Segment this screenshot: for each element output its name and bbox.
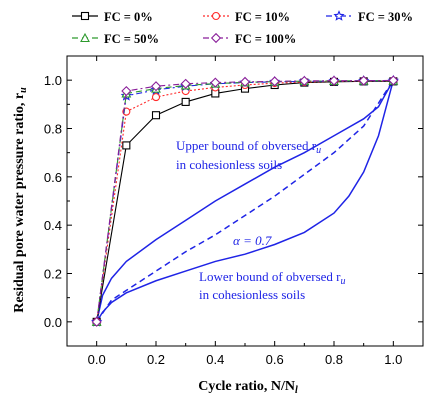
series-line-4 (96, 79, 394, 322)
legend-swatch-marker (210, 32, 222, 44)
legend-item-4: FC = 100% (203, 32, 296, 46)
legend-swatch-marker (80, 32, 90, 43)
legend-item-1: FC = 10% (203, 10, 290, 24)
series-4-point (239, 76, 251, 87)
legend-label: FC = 10% (235, 10, 290, 24)
upper-bound-annotation-line1: Upper bound of obversed ru (176, 138, 321, 156)
y-tick-label: 0.4 (44, 218, 62, 233)
series-4-point (210, 77, 221, 88)
alpha-annotation: α = 0.7 (233, 233, 272, 248)
legend-label: FC = 30% (358, 10, 413, 24)
series-4-point (358, 75, 369, 86)
legend-label: FC = 0% (104, 10, 153, 24)
x-tick-label: 0.4 (206, 352, 224, 367)
upper-bound-annotation-line2: in cohesionless soils (176, 157, 282, 172)
series-0-point (181, 97, 190, 106)
series-4-point (269, 76, 280, 87)
legend-item-3: FC = 50% (72, 32, 159, 46)
reference-curve-upper (95, 79, 394, 322)
x-tick-label: 0.8 (325, 352, 343, 367)
series-line-2 (96, 80, 394, 322)
lower-bound-annotation-line1: Lower bound of obversed ru (199, 269, 346, 287)
legend-item-2: FC = 30% (326, 10, 413, 24)
reference-curve-alpha (96, 79, 394, 323)
series-line-0 (96, 80, 394, 322)
legend-label: FC = 100% (235, 32, 296, 46)
x-tick-label: 1.0 (384, 352, 402, 367)
series-4-point (328, 75, 340, 86)
y-tick-label: 0.0 (44, 315, 62, 330)
series-0-point (151, 111, 161, 120)
x-axis-title: Cycle ratio, N/Nl (198, 379, 298, 396)
legend: FC = 0% FC = 10% FC = 30% FC = 50% FC = 100% (72, 10, 413, 46)
series-4-point (180, 78, 191, 89)
lower-bound-annotation-line2: in cohesionless soils (199, 287, 305, 302)
series-4 (91, 75, 399, 327)
plot-area-frame (66, 55, 424, 347)
reference-curves (95, 79, 395, 323)
series-line-3 (96, 80, 394, 322)
series-line-1 (96, 80, 394, 322)
series-0-point (122, 141, 131, 150)
series-4-point (150, 81, 162, 92)
y-tick-label: 0.2 (44, 267, 62, 282)
y-tick-label: 0.6 (44, 170, 62, 185)
x-tick-label: 0.2 (147, 352, 165, 367)
x-tick-label: 0.0 (88, 352, 106, 367)
legend-swatch-marker (80, 11, 90, 21)
series-4-point (91, 316, 102, 327)
series-4-point (299, 75, 310, 86)
reference-curve-lower (96, 79, 395, 323)
legend-item-0: FC = 0% (72, 10, 153, 24)
axis-ticks: 0.0 0.2 0.4 0.6 0.8 1.0 0.0 0.2 0.4 0.6 0.8 1.0 (44, 56, 423, 367)
series-4-point (121, 85, 132, 97)
series-1-point (151, 93, 161, 102)
series-4-point (388, 75, 399, 86)
y-axis-title: Residual pore water pressure ratio, ru (12, 87, 29, 313)
legend-swatch-marker (333, 10, 345, 21)
y-tick-label: 0.8 (44, 122, 62, 137)
legend-swatch-marker (211, 11, 221, 21)
legend-label: FC = 50% (104, 32, 159, 46)
x-tick-label: 0.6 (266, 352, 284, 367)
data-series (91, 74, 399, 327)
y-tick-label: 1.0 (44, 73, 62, 88)
